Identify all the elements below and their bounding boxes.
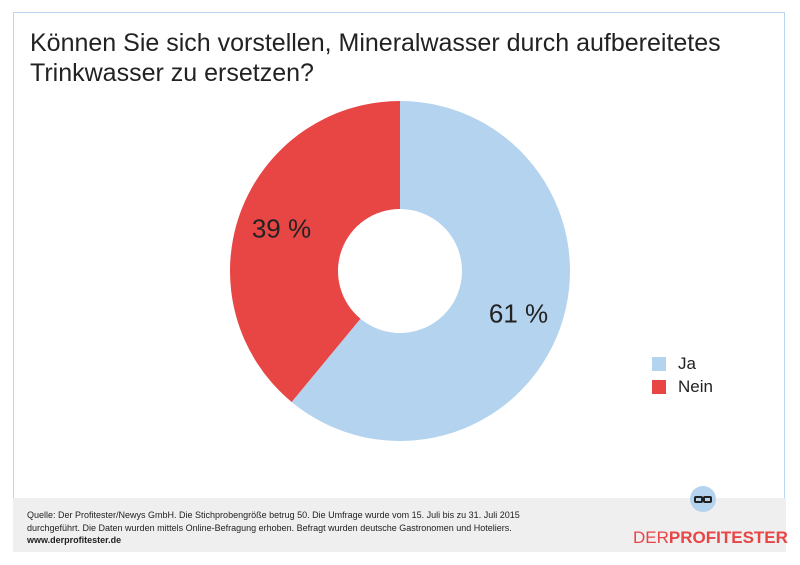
legend-item-nein: Nein xyxy=(652,375,713,398)
legend-swatch xyxy=(652,356,666,371)
source-note: Quelle: Der Profitester/Newys GmbH. Die … xyxy=(27,509,520,547)
legend: Ja Nein xyxy=(652,352,713,398)
footer: Quelle: Der Profitester/Newys GmbH. Die … xyxy=(13,498,788,552)
logo-text: DER xyxy=(633,528,669,547)
logo: DERPROFITESTER xyxy=(633,528,788,548)
legend-item-ja: Ja xyxy=(652,352,713,375)
chart-title: Können Sie sich vorstellen, Mineralwasse… xyxy=(30,29,721,87)
source-line: durchgeführt. Die Daten wurden mittels O… xyxy=(27,522,512,533)
data-label: 61 % xyxy=(489,299,548,329)
legend-label: Ja xyxy=(678,353,696,373)
chart-frame xyxy=(13,12,785,498)
legend-label: Nein xyxy=(678,376,713,396)
slice-nein xyxy=(230,101,400,402)
slice-ja xyxy=(291,101,571,441)
logo-text: PROFITESTER xyxy=(668,528,788,547)
data-label: 39 % xyxy=(252,213,311,243)
legend-swatch xyxy=(652,379,666,394)
glasses-logo-icon xyxy=(690,486,716,512)
source-line: Quelle: Der Profitester/Newys GmbH. Die … xyxy=(27,510,520,520)
website-link[interactable]: www.derprofitester.de xyxy=(27,535,122,545)
